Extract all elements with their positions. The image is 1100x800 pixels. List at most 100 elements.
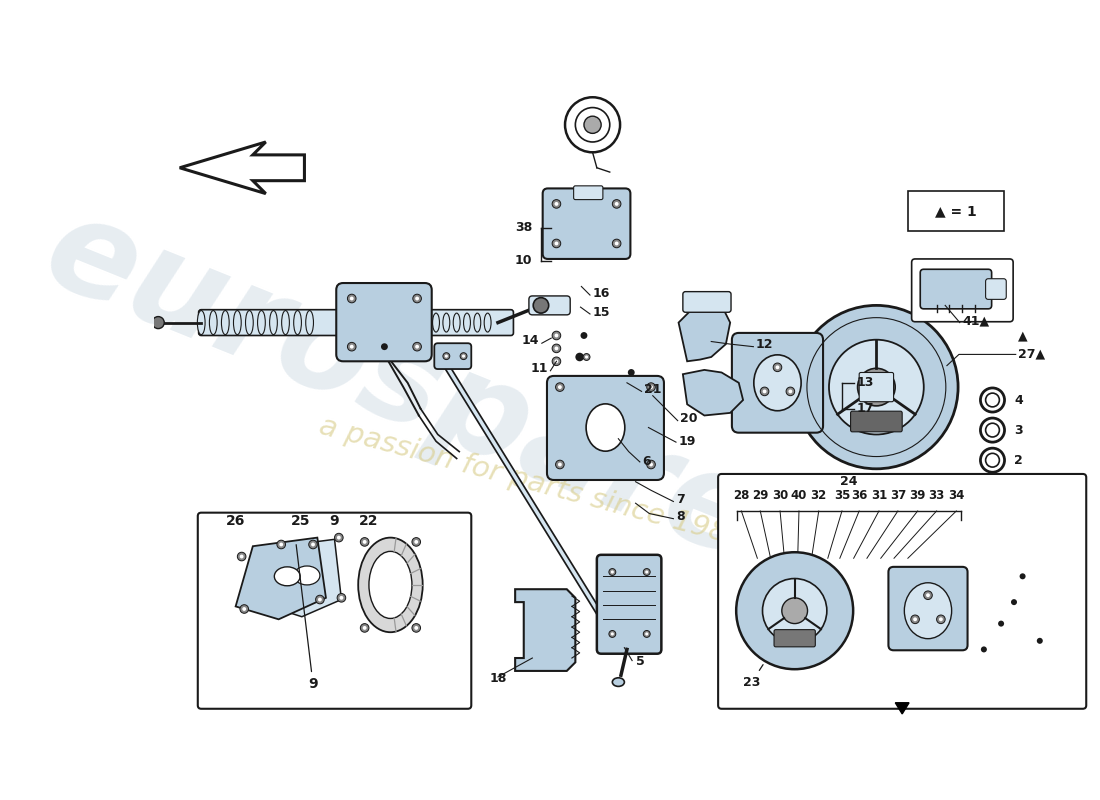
Text: 29: 29	[752, 489, 769, 502]
Text: 23: 23	[744, 665, 763, 689]
Circle shape	[340, 596, 343, 600]
Circle shape	[363, 540, 366, 544]
FancyBboxPatch shape	[434, 343, 471, 369]
Text: 39: 39	[910, 489, 926, 502]
Circle shape	[613, 200, 620, 208]
Circle shape	[981, 646, 987, 653]
Text: 21: 21	[645, 383, 662, 396]
Text: 18: 18	[490, 672, 507, 685]
Ellipse shape	[306, 310, 313, 334]
Circle shape	[558, 462, 562, 466]
Circle shape	[613, 239, 620, 248]
FancyBboxPatch shape	[547, 376, 664, 480]
Ellipse shape	[904, 582, 952, 638]
Circle shape	[552, 344, 561, 353]
Ellipse shape	[586, 404, 625, 451]
Circle shape	[552, 331, 561, 340]
Ellipse shape	[209, 310, 217, 334]
Ellipse shape	[359, 538, 422, 632]
Circle shape	[152, 317, 164, 329]
Text: 11: 11	[530, 362, 548, 375]
Circle shape	[789, 390, 792, 394]
Ellipse shape	[432, 313, 440, 332]
Text: 12: 12	[756, 338, 773, 351]
Circle shape	[415, 626, 418, 630]
Circle shape	[311, 542, 315, 546]
Text: 3: 3	[1014, 424, 1023, 437]
Circle shape	[363, 626, 366, 630]
Ellipse shape	[270, 310, 277, 334]
Ellipse shape	[294, 310, 301, 334]
Circle shape	[552, 200, 561, 208]
FancyBboxPatch shape	[912, 259, 1013, 322]
FancyBboxPatch shape	[199, 310, 514, 335]
Circle shape	[350, 297, 354, 301]
Circle shape	[786, 387, 794, 396]
Circle shape	[554, 359, 559, 363]
Text: a passion for parts since 1984: a passion for parts since 1984	[317, 412, 748, 553]
Circle shape	[1011, 599, 1018, 605]
Circle shape	[647, 460, 656, 469]
Circle shape	[415, 540, 418, 544]
Circle shape	[1020, 574, 1025, 579]
Circle shape	[309, 540, 317, 549]
FancyBboxPatch shape	[529, 296, 570, 315]
Ellipse shape	[197, 310, 205, 334]
Circle shape	[350, 345, 354, 349]
Circle shape	[924, 591, 933, 599]
Text: 31: 31	[871, 489, 887, 502]
Ellipse shape	[443, 313, 450, 332]
FancyBboxPatch shape	[573, 186, 603, 200]
Circle shape	[556, 382, 564, 391]
Circle shape	[649, 462, 653, 466]
Text: 5: 5	[636, 655, 645, 668]
Text: ▲ = 1: ▲ = 1	[935, 204, 977, 218]
Circle shape	[552, 357, 561, 366]
Circle shape	[583, 354, 590, 361]
Circle shape	[554, 334, 559, 338]
FancyBboxPatch shape	[337, 283, 431, 362]
Circle shape	[736, 552, 854, 670]
Polygon shape	[679, 306, 730, 362]
Circle shape	[610, 632, 614, 635]
Circle shape	[644, 630, 650, 638]
Text: 17: 17	[857, 402, 874, 415]
Circle shape	[939, 618, 943, 622]
FancyBboxPatch shape	[921, 270, 991, 309]
Ellipse shape	[484, 313, 491, 332]
Text: 9: 9	[330, 514, 339, 528]
Circle shape	[829, 340, 924, 434]
Circle shape	[462, 354, 465, 358]
Circle shape	[926, 594, 929, 597]
Circle shape	[554, 346, 559, 350]
FancyBboxPatch shape	[718, 474, 1086, 709]
Circle shape	[762, 578, 827, 643]
Circle shape	[913, 618, 917, 622]
Circle shape	[615, 202, 618, 206]
Circle shape	[610, 570, 614, 574]
Circle shape	[381, 343, 388, 350]
Circle shape	[415, 345, 419, 349]
Ellipse shape	[221, 310, 229, 334]
Ellipse shape	[233, 310, 241, 334]
Ellipse shape	[294, 566, 320, 585]
Text: 28: 28	[734, 489, 749, 502]
Text: 15: 15	[593, 306, 611, 318]
Circle shape	[581, 332, 587, 339]
Circle shape	[762, 390, 767, 394]
Text: 41▲: 41▲	[962, 314, 990, 327]
Text: 37: 37	[890, 489, 906, 502]
Text: 22: 22	[360, 514, 378, 528]
Circle shape	[584, 116, 602, 134]
Circle shape	[444, 354, 448, 358]
Circle shape	[348, 294, 356, 303]
Polygon shape	[895, 702, 909, 714]
Circle shape	[361, 624, 368, 632]
Circle shape	[238, 552, 246, 561]
Circle shape	[460, 353, 467, 359]
FancyBboxPatch shape	[774, 630, 815, 647]
Circle shape	[240, 605, 249, 614]
Circle shape	[609, 630, 616, 638]
Text: 35: 35	[834, 489, 850, 502]
Text: 4: 4	[1014, 394, 1023, 406]
